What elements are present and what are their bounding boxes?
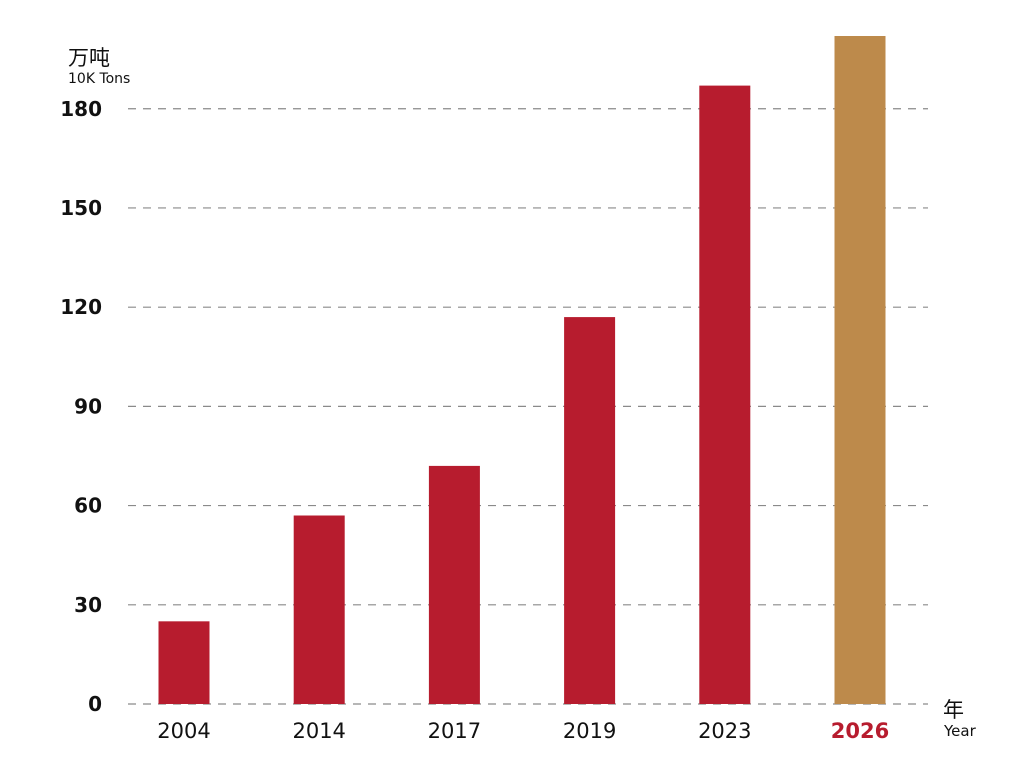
bar-2023: [699, 85, 751, 705]
bar-2017: [428, 465, 480, 704]
bar-2019: [564, 317, 616, 704]
x-axis-label-chinese: 年: [943, 698, 964, 722]
y-axis-label-chinese: 万吨: [68, 46, 110, 70]
x-axis-ticks: 2004 2014 2017 2019 2023 2026: [157, 719, 889, 743]
y-tick-label: 90: [74, 394, 102, 418]
y-tick-label: 120: [60, 295, 102, 319]
y-tick-label: 180: [60, 97, 102, 121]
bars: [158, 36, 886, 705]
bar-2014: [293, 515, 345, 704]
x-axis-label-english: Year: [944, 722, 976, 740]
x-tick-label-2014: 2014: [292, 719, 345, 743]
bar-2004: [158, 621, 210, 704]
x-tick-label-2004: 2004: [157, 719, 210, 743]
gridlines: [128, 108, 928, 705]
y-axis-label-english: 10K Tons: [68, 71, 131, 87]
x-tick-label-2026: 2026: [831, 719, 889, 743]
y-tick-label: 0: [88, 692, 102, 716]
x-tick-label-2017: 2017: [428, 719, 481, 743]
y-tick-label: 150: [60, 196, 102, 220]
x-tick-label-2023: 2023: [698, 719, 751, 743]
bar-2026: [834, 36, 886, 704]
y-tick-label: 60: [74, 494, 102, 518]
y-tick-label: 30: [74, 593, 102, 617]
y-axis-ticks: 0 30 60 90 120 150 180: [60, 97, 102, 716]
x-tick-label-2019: 2019: [563, 719, 616, 743]
